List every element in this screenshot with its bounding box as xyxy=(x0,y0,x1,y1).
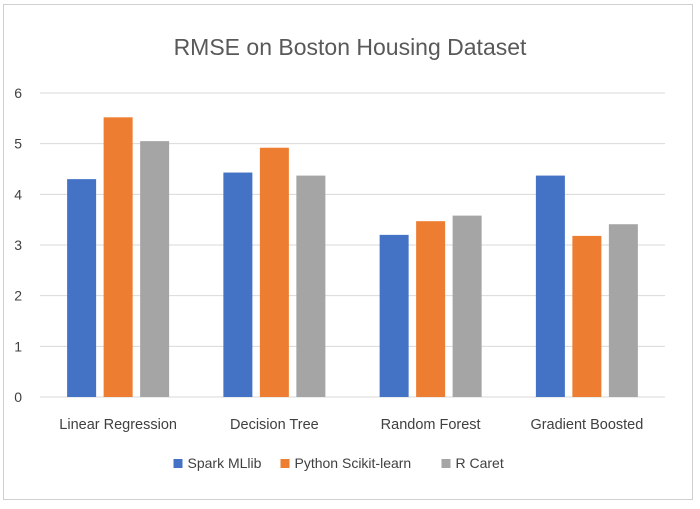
bar xyxy=(416,221,446,397)
x-category-label: Decision Tree xyxy=(230,417,319,433)
legend-swatch xyxy=(173,459,183,468)
bar xyxy=(103,117,133,397)
y-tick-label: 5 xyxy=(14,136,22,152)
chart-title: RMSE on Boston Housing Dataset xyxy=(174,34,527,60)
bar xyxy=(259,147,289,397)
y-tick-label: 6 xyxy=(14,85,22,101)
x-axis-categories: Linear Regression Decision Tree Random For… xyxy=(59,417,643,433)
bar xyxy=(572,235,602,397)
y-tick-label: 2 xyxy=(14,288,22,304)
x-category-label: Random Forest xyxy=(381,417,481,433)
legend-label: Python Scikit-learn xyxy=(295,455,412,471)
bar xyxy=(67,179,97,397)
bar xyxy=(608,224,638,397)
bar xyxy=(296,175,326,397)
legend-label: R Caret xyxy=(456,455,504,471)
bar xyxy=(535,175,565,397)
legend-swatch xyxy=(280,459,290,468)
y-tick-label: 1 xyxy=(14,338,22,354)
bar xyxy=(140,141,170,397)
y-axis-ticks: 0 1 2 3 4 5 6 xyxy=(14,85,22,405)
gridlines xyxy=(40,92,665,398)
x-category-label: Linear Regression xyxy=(59,417,177,433)
bar xyxy=(379,234,409,397)
bar xyxy=(223,172,253,397)
legend-swatch xyxy=(441,459,451,468)
bar xyxy=(452,215,482,397)
legend: Spark MLlib Python Scikit-learn R Caret xyxy=(173,455,504,471)
y-tick-label: 0 xyxy=(14,389,22,405)
legend-label: Spark MLlib xyxy=(188,455,262,471)
bars xyxy=(67,117,638,397)
x-category-label: Gradient Boosted xyxy=(530,417,643,433)
y-tick-label: 4 xyxy=(14,186,22,202)
y-tick-label: 3 xyxy=(14,237,22,253)
